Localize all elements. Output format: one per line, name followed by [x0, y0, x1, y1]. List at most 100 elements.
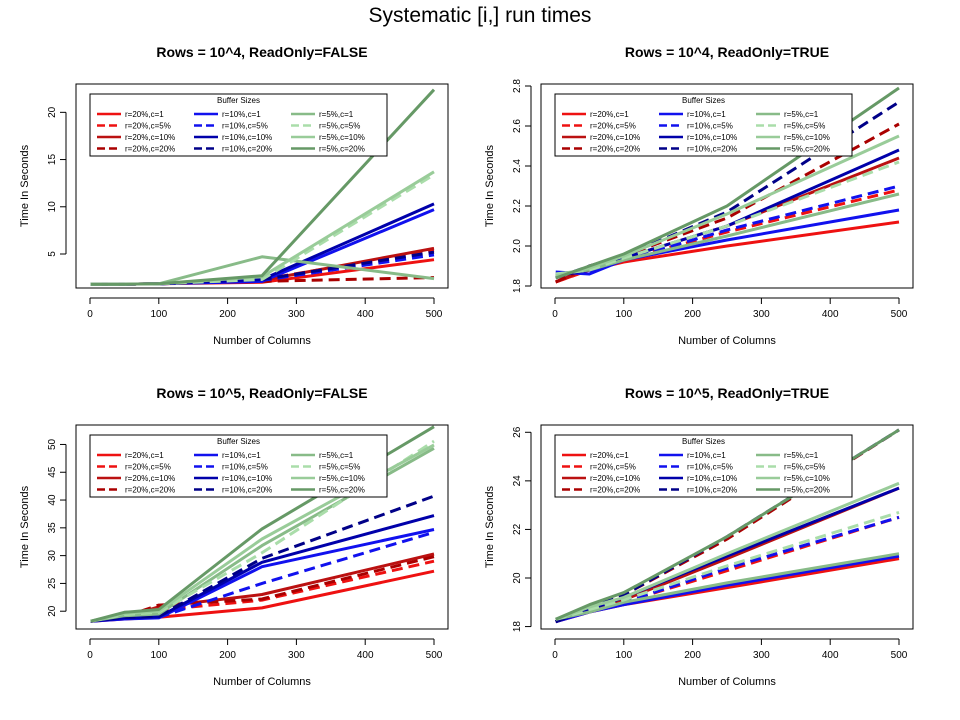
y-tick-label: 5 — [47, 251, 58, 257]
legend: Buffer Sizes r=20%,c=1 r=20%,c=5% r=20%,c=1… — [554, 434, 853, 498]
plot-frame — [540, 83, 914, 289]
legend: Buffer Sizes r=20%,c=1 r=20%,c=5% r=20%,c=1… — [89, 434, 388, 498]
legend-entry-label: r=20%,c=1 — [125, 110, 164, 119]
x-tick-label: 500 — [426, 309, 443, 320]
series-line — [555, 510, 900, 621]
legend-entry-label: r=5%,c=5% — [784, 122, 825, 131]
legend-entry-label: r=5%,c=20% — [319, 486, 365, 495]
legend-entry-label: r=10%,c=1 — [687, 451, 726, 460]
legend-title: Buffer Sizes — [682, 437, 725, 446]
y-axis-label: Time In Seconds — [484, 485, 496, 568]
x-tick-label: 300 — [753, 650, 770, 661]
y-tick-label: 24 — [512, 475, 523, 487]
legend-entry-label: r=10%,c=20% — [687, 486, 737, 495]
x-tick-label: 0 — [87, 309, 93, 320]
legend-box — [554, 93, 853, 157]
legend-entry-label: r=10%,c=5% — [687, 463, 733, 472]
y-tick-label: 26 — [512, 426, 523, 438]
y-axis-label: Time In Seconds — [19, 485, 31, 568]
y-axis-label: Time In Seconds — [484, 144, 496, 227]
legend-entry-label: r=10%,c=10% — [687, 474, 737, 483]
series-line — [555, 428, 900, 621]
legend-entry-label: r=10%,c=20% — [687, 145, 737, 154]
legend-entry-label: r=20%,c=1 — [125, 451, 164, 460]
y-tick-label: 2.4 — [512, 159, 523, 173]
x-tick-label: 100 — [615, 650, 632, 661]
x-tick-label: 300 — [288, 309, 305, 320]
legend-entry-label: r=20%,c=20% — [125, 486, 175, 495]
chart-title: Rows = 10^4, ReadOnly=TRUE — [625, 44, 829, 60]
legend-entry-label: r=20%,c=5% — [125, 122, 171, 131]
legend-entry-label: r=20%,c=5% — [590, 122, 636, 131]
legend-entry-label: r=20%,c=10% — [125, 474, 175, 483]
legend-entry-label: r=5%,c=1 — [319, 110, 354, 119]
legend-entry-label: r=5%,c=1 — [319, 451, 354, 460]
x-tick-label: 400 — [357, 650, 374, 661]
legend-entry-label: r=5%,c=20% — [319, 145, 365, 154]
x-tick-label: 100 — [150, 309, 167, 320]
x-axis-label: Number of Columns — [213, 676, 311, 688]
y-axis-label: Time In Seconds — [19, 144, 31, 227]
y-tick-label: 50 — [47, 438, 58, 450]
legend-entry-label: r=10%,c=10% — [222, 474, 272, 483]
plot-frame — [540, 424, 914, 630]
y-tick-label: 30 — [47, 550, 58, 562]
legend-box — [554, 434, 853, 498]
legend-entry-label: r=20%,c=20% — [125, 145, 175, 154]
legend-title: Buffer Sizes — [682, 96, 725, 105]
chart-panel-3: Rows = 10^5, ReadOnly=FALSE 0 100 200 300 400… — [19, 385, 449, 688]
legend-entry-label: r=20%,c=10% — [590, 474, 640, 483]
figure-title: Systematic [i,] run times — [369, 4, 592, 27]
series-line — [555, 86, 900, 280]
legend-entry-label: r=20%,c=10% — [125, 133, 175, 142]
legend-entry-label: r=10%,c=1 — [222, 451, 261, 460]
legend-entry-label: r=5%,c=10% — [784, 474, 830, 483]
legend-entry-label: r=5%,c=10% — [784, 133, 830, 142]
plot-frame — [75, 83, 449, 289]
legend-entry-label: r=20%,c=5% — [125, 463, 171, 472]
legend-entry-label: r=5%,c=10% — [319, 133, 365, 142]
x-tick-label: 200 — [219, 650, 236, 661]
legend-entry-label: r=20%,c=20% — [590, 486, 640, 495]
x-tick-label: 0 — [552, 650, 558, 661]
x-axis-label: Number of Columns — [678, 335, 776, 347]
chart-panel-4: Rows = 10^5, ReadOnly=TRUE 0 100 200 300 400 5… — [484, 385, 914, 688]
y-tick-label: 10 — [47, 201, 58, 213]
legend-entry-label: r=5%,c=5% — [784, 463, 825, 472]
y-tick-label: 2.0 — [512, 239, 523, 253]
chart-title: Rows = 10^5, ReadOnly=FALSE — [156, 385, 367, 401]
y-tick-label: 20 — [47, 106, 58, 118]
y-tick-label: 20 — [512, 572, 523, 584]
legend-entry-label: r=10%,c=5% — [687, 122, 733, 131]
x-tick-label: 500 — [426, 650, 443, 661]
x-tick-label: 400 — [822, 650, 839, 661]
x-tick-label: 500 — [891, 309, 908, 320]
legend-entry-label: r=5%,c=5% — [319, 463, 360, 472]
legend-entry-label: r=20%,c=10% — [590, 133, 640, 142]
x-tick-label: 300 — [753, 309, 770, 320]
series-line — [555, 552, 900, 621]
x-tick-label: 200 — [219, 309, 236, 320]
legend-title: Buffer Sizes — [217, 437, 260, 446]
y-tick-label: 2.8 — [512, 79, 523, 93]
x-tick-label: 300 — [288, 650, 305, 661]
y-tick-label: 18 — [512, 621, 523, 633]
legend-title: Buffer Sizes — [217, 96, 260, 105]
legend-entry-label: r=5%,c=5% — [319, 122, 360, 131]
chart-panel-2: Rows = 10^4, ReadOnly=TRUE 0 100 200 300 400 5… — [484, 44, 914, 347]
legend-entry-label: r=20%,c=5% — [590, 463, 636, 472]
x-tick-label: 100 — [150, 650, 167, 661]
legend-entry-label: r=10%,c=10% — [222, 133, 272, 142]
legend-entry-label: r=5%,c=1 — [784, 110, 819, 119]
y-tick-label: 2.2 — [512, 199, 523, 213]
legend-box — [89, 434, 388, 498]
legend-box — [89, 93, 388, 157]
x-tick-label: 0 — [552, 309, 558, 320]
chart-title: Rows = 10^4, ReadOnly=FALSE — [156, 44, 367, 60]
x-tick-label: 100 — [615, 309, 632, 320]
legend-entry-label: r=10%,c=1 — [222, 110, 261, 119]
x-tick-label: 400 — [822, 309, 839, 320]
y-tick-label: 15 — [47, 154, 58, 166]
x-tick-label: 0 — [87, 650, 93, 661]
